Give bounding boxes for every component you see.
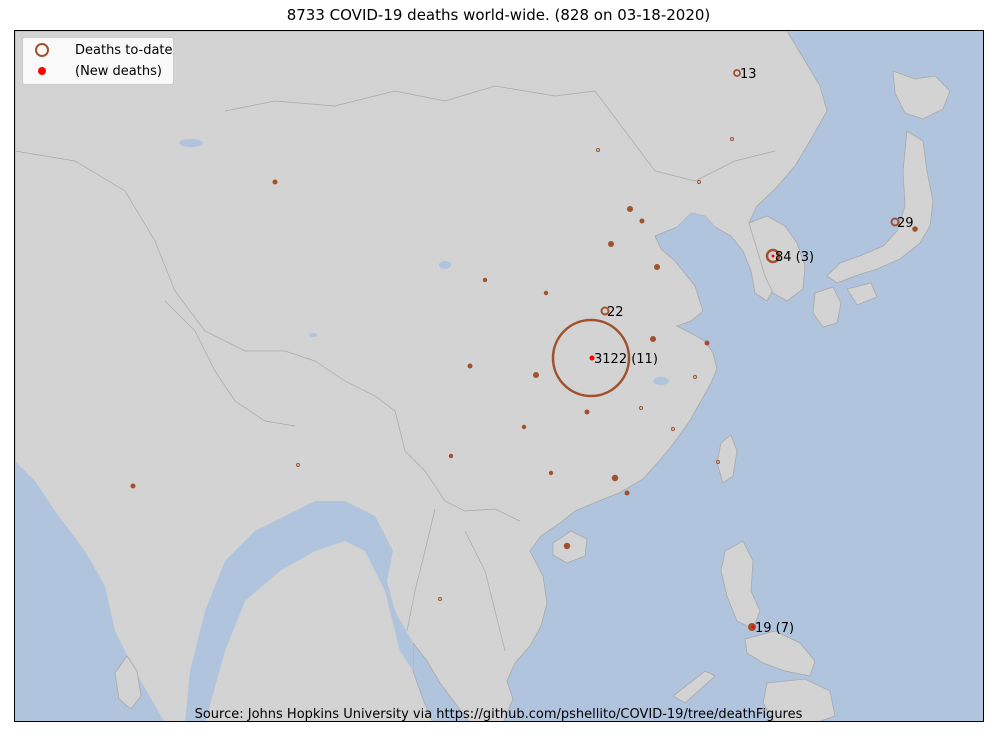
marker-labels: 3122 (11) 84 (3) 29 22 19 (7) 13: [594, 67, 914, 636]
land-visayas: [744, 630, 816, 677]
legend-new-label: (New deaths): [75, 63, 162, 79]
land-japan-shikoku: [846, 282, 878, 306]
marker-hubei: [551, 318, 631, 398]
legend-row-new: (New deaths): [33, 62, 162, 80]
label-japan: 29: [897, 216, 914, 231]
map-canvas: 3122 (11) 84 (3) 29 22 19 (7) 13: [15, 31, 983, 721]
marker-south-korea: [765, 248, 781, 264]
label-henan: 22: [607, 305, 624, 320]
country-borders: [15, 85, 776, 652]
label-heilongjiang: 13: [740, 67, 757, 82]
legend-deaths-label: Deaths to-date: [75, 42, 173, 58]
legend-row-deaths: Deaths to-date: [33, 41, 173, 59]
legend-dot-icon: [33, 62, 51, 80]
marker-south-korea-new: [771, 254, 775, 258]
land-luzon: [720, 540, 761, 630]
marker-hubei-new: [589, 355, 595, 361]
legend: Deaths to-date (New deaths): [22, 37, 174, 85]
map-title: 8733 COVID-19 deaths world-wide. (828 on…: [286, 6, 711, 24]
sea-bay-of-bengal-east: [185, 501, 413, 721]
land-japan-honshu: [826, 130, 934, 284]
map-frame: 3122 (11) 84 (3) 29 22 19 (7) 13: [14, 30, 984, 722]
land-sri-lanka: [114, 655, 142, 710]
source-credit: Source: Johns Hopkins University via htt…: [194, 707, 803, 722]
marker-philippines-new: [751, 625, 755, 629]
death-markers: [130, 69, 918, 631]
marker-japan: [890, 217, 900, 227]
land-palawan: [672, 670, 716, 704]
sea-bohai: [677, 213, 715, 243]
label-hubei: 3122 (11): [594, 352, 658, 367]
label-south-korea: 84 (3): [775, 250, 814, 265]
land-japan-kyushu: [812, 286, 842, 328]
label-philippines: 19 (7): [755, 621, 794, 636]
land-japan-hokkaido: [892, 70, 951, 120]
marker-henan: [600, 306, 610, 316]
land-korea: [748, 215, 806, 302]
land-mindanao: [762, 678, 836, 721]
legend-ring-icon: [33, 41, 51, 59]
marker-heilongjiang: [733, 69, 741, 77]
